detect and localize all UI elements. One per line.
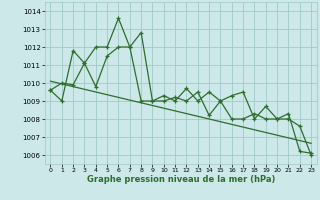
X-axis label: Graphe pression niveau de la mer (hPa): Graphe pression niveau de la mer (hPa) (87, 175, 275, 184)
